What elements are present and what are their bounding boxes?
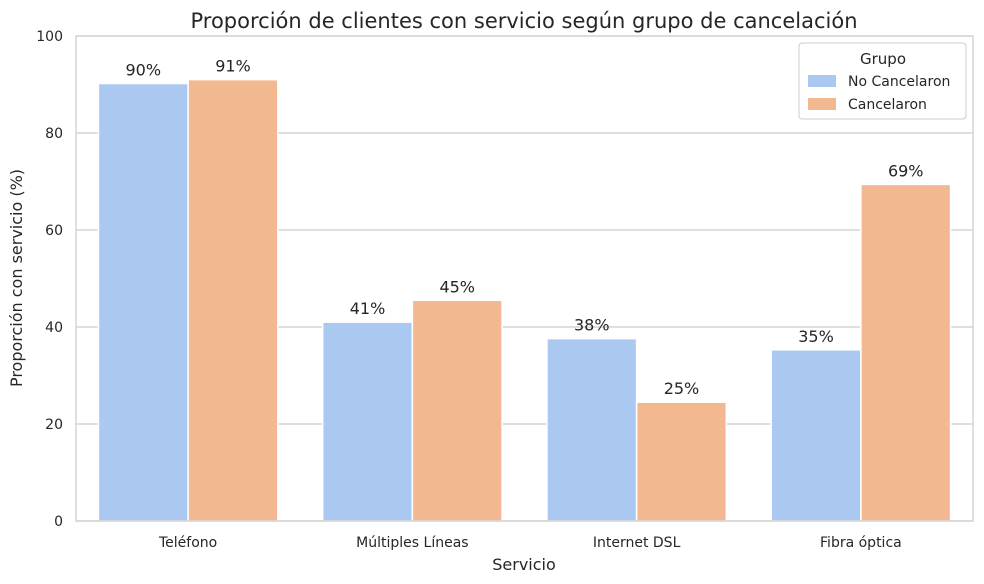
legend-item-label: Cancelaron [848,97,927,113]
bar-value-label: 45% [439,277,475,296]
data-labels: 90% 91% 41% 45% 38% 25% 35% 69% [125,57,923,399]
y-tick-label: 0 [54,514,63,530]
bar-value-label: 25% [664,379,700,398]
bars [97,78,952,522]
bar-no-cancelaron [546,337,638,522]
bar-no-cancelaron [770,349,862,522]
x-axis-ticks: Teléfono Múltiples Líneas Internet DSL Fibr… [158,535,902,551]
x-axis-label: Servicio [492,555,556,574]
y-tick-label: 40 [45,320,63,336]
legend-title: Grupo [860,50,906,68]
x-tick-label: Teléfono [158,535,217,551]
bar-cancelaron [635,401,728,522]
bar-no-cancelaron [321,321,414,522]
y-tick-label: 60 [45,223,63,239]
y-tick-label: 80 [45,126,63,142]
legend-swatch [808,98,836,110]
bar-no-cancelaron [97,82,189,522]
bar-value-label: 41% [350,299,386,318]
x-tick-label: Fibra óptica [820,535,902,551]
chart-title: Proporción de clientes con servicio segú… [190,9,857,33]
bar-cancelaron [187,78,279,522]
y-axis-label: Proporción con servicio (%) [7,169,26,387]
bar-value-label: 38% [574,316,610,335]
bar-cancelaron [860,183,952,522]
bar-value-label: 90% [125,61,161,80]
y-tick-label: 100 [36,29,63,45]
bar-value-label: 35% [798,327,834,346]
x-tick-label: Internet DSL [593,535,681,551]
bar-cancelaron [411,299,503,522]
x-tick-label: Múltiples Líneas [356,535,468,551]
legend: Grupo No Cancelaron Cancelaron [798,42,967,120]
legend-swatch [808,75,836,87]
y-tick-label: 20 [45,417,63,433]
bar-value-label: 69% [888,161,924,180]
legend-item-label: No Cancelaron [848,74,950,90]
plot-frame [75,35,974,522]
bar-value-label: 91% [215,57,251,76]
y-axis-ticks: 0 20 40 60 80 100 [36,29,63,530]
legend-box [798,42,967,120]
